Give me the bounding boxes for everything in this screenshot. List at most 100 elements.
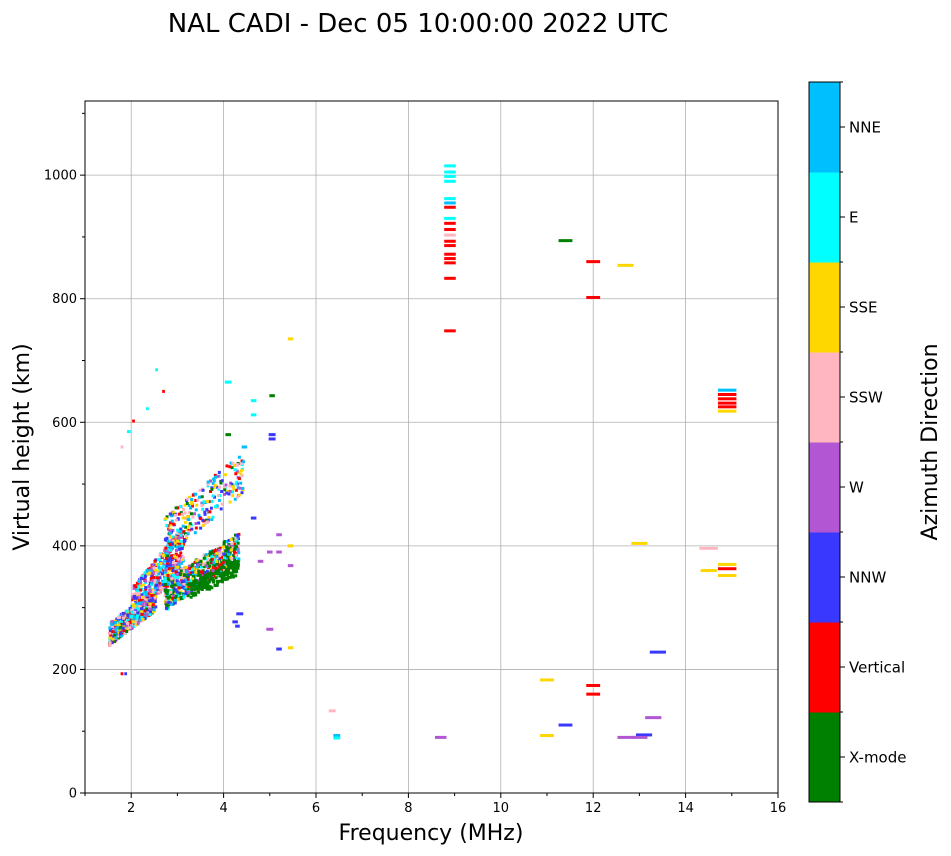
echo-mark <box>269 394 275 398</box>
echo-mark <box>222 540 226 544</box>
echo-mark <box>586 692 601 696</box>
echo-mark <box>224 473 228 477</box>
echo-mark <box>168 563 172 567</box>
echo-mark <box>223 562 227 566</box>
echo-mark <box>211 551 215 555</box>
echo-mark <box>206 499 210 503</box>
echo-mark <box>160 588 164 592</box>
echo-mark <box>170 561 174 565</box>
echo-mark <box>179 551 183 555</box>
echo-mark <box>166 539 170 543</box>
echo-mark <box>139 584 143 588</box>
echo-mark <box>206 558 210 562</box>
echo-mark <box>113 626 117 630</box>
echo-mark <box>155 587 159 591</box>
echo-mark <box>177 512 181 516</box>
echo-mark <box>115 617 119 621</box>
echo-mark <box>231 537 235 541</box>
echo-mark <box>111 637 115 641</box>
echo-mark <box>135 614 139 618</box>
echo-mark <box>159 562 163 566</box>
echo-mark <box>444 257 456 261</box>
echo-mark <box>193 587 197 591</box>
echo-mark <box>166 554 170 558</box>
echo-mark <box>116 636 120 640</box>
echo-mark <box>124 672 128 676</box>
echo-mark <box>150 575 154 579</box>
echo-mark <box>136 621 140 625</box>
echo-mark <box>194 526 198 530</box>
echo-mark <box>168 595 172 599</box>
y-tick-label: 0 <box>69 787 77 802</box>
echo-mark <box>132 586 136 590</box>
echo-mark <box>216 493 220 497</box>
echo-mark <box>169 521 173 525</box>
echo-mark <box>193 531 197 535</box>
echo-mark <box>175 545 179 549</box>
echo-mark <box>206 561 210 565</box>
echo-mark <box>113 633 117 637</box>
echo-mark <box>182 540 186 544</box>
echo-mark <box>163 579 167 583</box>
echo-mark <box>268 437 276 441</box>
echo-mark <box>215 572 219 576</box>
echo-mark <box>141 574 145 578</box>
echo-mark <box>224 549 228 553</box>
echo-mark <box>222 545 226 549</box>
echo-mark <box>226 571 230 575</box>
echo-mark <box>214 555 218 559</box>
echo-mark <box>108 626 112 630</box>
echo-mark <box>120 672 124 676</box>
echo-mark <box>233 558 237 562</box>
echo-mark <box>128 620 132 624</box>
echo-mark <box>138 604 142 608</box>
echo-mark <box>187 564 191 568</box>
echo-mark <box>333 736 341 740</box>
echo-mark <box>218 554 222 558</box>
echo-mark <box>133 594 137 598</box>
echo-mark <box>209 506 213 510</box>
echo-mark <box>210 487 214 491</box>
echo-mark <box>236 566 240 570</box>
echo-mark <box>215 565 219 569</box>
echo-mark <box>165 591 169 595</box>
echo-mark <box>217 474 221 478</box>
echo-mark <box>230 482 234 486</box>
echo-mark <box>118 635 122 639</box>
echo-mark <box>154 584 158 588</box>
echo-mark <box>169 590 173 594</box>
echo-mark <box>129 615 133 619</box>
echo-mark <box>186 530 190 534</box>
echo-mark <box>164 556 168 560</box>
echo-mark <box>231 574 235 578</box>
echo-mark <box>147 593 151 597</box>
plot-frame <box>84 100 779 794</box>
echo-mark <box>194 492 198 496</box>
echo-mark <box>215 551 219 555</box>
echo-mark <box>140 593 144 597</box>
echo-mark <box>200 588 204 592</box>
echo-mark <box>234 472 238 476</box>
echo-mark <box>171 602 175 606</box>
echo-mark <box>174 578 178 582</box>
echo-mark <box>717 409 737 413</box>
echo-mark <box>110 622 114 626</box>
echo-mark <box>241 460 245 464</box>
echo-mark <box>188 583 192 587</box>
echo-mark <box>177 559 181 563</box>
echo-mark <box>631 541 648 545</box>
echo-mark <box>227 544 231 548</box>
echo-mark <box>232 555 236 559</box>
echo-mark <box>190 504 194 508</box>
echo-mark <box>175 579 179 583</box>
echo-mark <box>164 549 168 553</box>
x-axis-label: Frequency (MHz) <box>339 821 524 846</box>
echo-mark <box>176 528 180 532</box>
echo-mark <box>195 503 199 507</box>
echo-mark <box>181 555 185 559</box>
echo-mark <box>142 577 146 581</box>
echo-mark <box>150 587 154 591</box>
echo-mark <box>192 591 196 595</box>
echo-mark <box>617 263 634 267</box>
echo-mark <box>172 588 176 592</box>
